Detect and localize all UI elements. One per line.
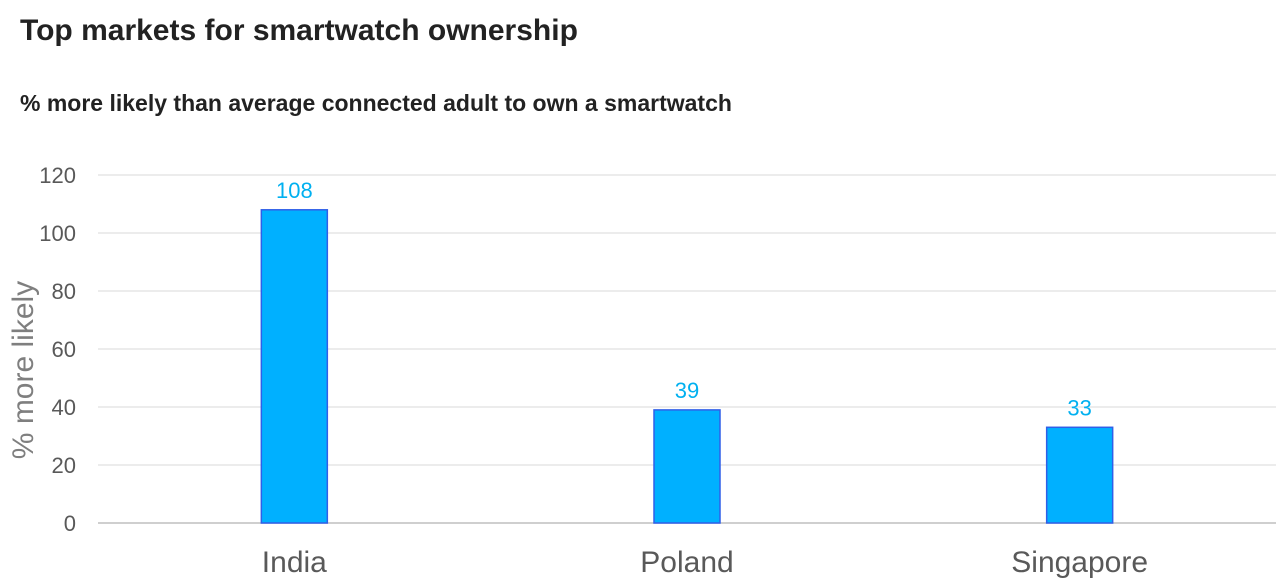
bar: [1045, 426, 1114, 524]
chart-title: Top markets for smartwatch ownership: [20, 14, 578, 47]
data-label: 108: [276, 178, 313, 203]
category-label: India: [262, 546, 327, 579]
y-tick-labels: 0 20 40 60 80 100 120: [39, 163, 76, 536]
bar: [653, 409, 721, 524]
y-tick-label: 0: [64, 511, 76, 536]
chart-subtitle: % more likely than average connected adu…: [20, 90, 732, 116]
y-tick-label: 120: [39, 163, 76, 188]
data-label: 33: [1067, 395, 1091, 420]
category-label: Singapore: [1011, 546, 1148, 579]
y-tick-label: 20: [52, 453, 76, 478]
y-tick-label: 40: [52, 395, 76, 420]
category-labels: India Poland Singapore: [262, 546, 1148, 579]
data-label: 39: [675, 378, 699, 403]
y-axis-label: % more likely: [7, 281, 40, 459]
bars: [260, 209, 1114, 524]
y-tick-label: 80: [52, 279, 76, 304]
bar: [260, 209, 329, 524]
y-tick-label: 60: [52, 337, 76, 362]
y-tick-label: 100: [39, 221, 76, 246]
data-labels: 108 39 33: [276, 178, 1092, 420]
category-label: Poland: [640, 546, 733, 579]
